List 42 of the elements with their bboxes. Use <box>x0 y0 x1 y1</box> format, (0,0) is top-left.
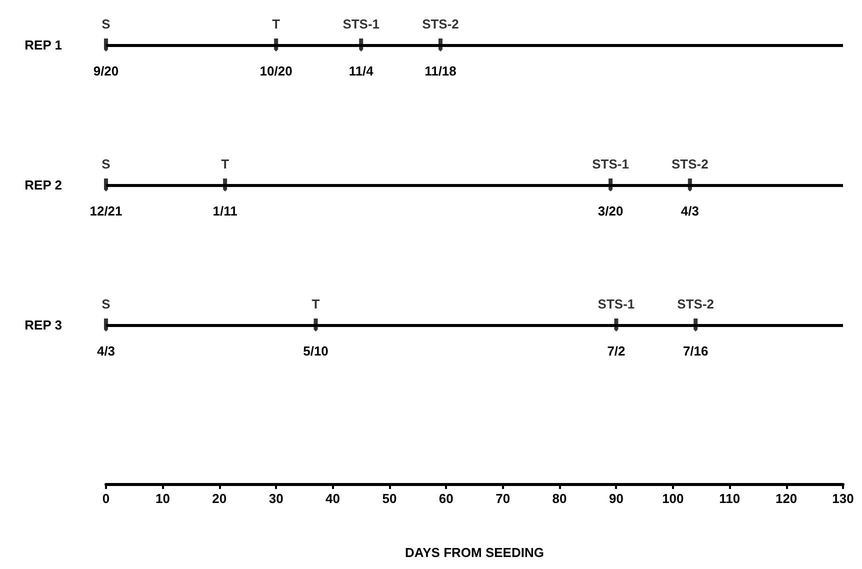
x-tick-label: 130 <box>832 491 854 506</box>
x-tick-label: 110 <box>719 491 740 506</box>
text: S <box>102 296 110 312</box>
x-tick-label: 0 <box>102 491 110 506</box>
annotation: 12/21 <box>90 204 122 218</box>
x-tick-label: 120 <box>775 491 798 506</box>
annotation: 3/20 <box>598 204 624 218</box>
text: T <box>312 296 320 312</box>
x-tick-label: 30 <box>268 491 284 506</box>
series-label: STS-2 <box>422 16 459 32</box>
annotation: 4/3 <box>680 204 699 218</box>
annotation: 7/16 <box>682 344 708 358</box>
x-tick-label: 10 <box>155 491 170 506</box>
annotation: 11/18 <box>424 64 456 78</box>
text: STS-2 <box>677 296 714 312</box>
y-tick-label: REP 2 <box>24 178 62 192</box>
x-tick-label: 100 <box>662 491 684 506</box>
text: STS-1 <box>598 296 635 312</box>
x-tick-label: 20 <box>212 491 227 506</box>
x-tick-label: 70 <box>496 491 510 506</box>
x-tick-label: 90 <box>608 491 624 506</box>
text: STS-2 <box>672 156 708 172</box>
text: S <box>102 156 110 172</box>
annotation: 5/10 <box>303 344 328 358</box>
annotation: 4/3 <box>96 344 116 358</box>
series-label: S <box>102 16 111 32</box>
y-tick-label: REP 1 <box>24 38 62 52</box>
text: STS-1 <box>592 156 629 172</box>
series-label: T <box>272 16 280 32</box>
text: T <box>221 156 230 172</box>
annotation: 10/20 <box>260 64 292 78</box>
y-tick-label: REP 3 <box>24 318 62 332</box>
annotation: 1/11 <box>212 204 238 218</box>
series-label: STS-1 <box>342 16 380 32</box>
x-axis-title: DAYS FROM SEEDING <box>405 545 544 560</box>
x-tick-label: 50 <box>382 491 397 506</box>
annotation: 9/20 <box>93 64 119 78</box>
x-tick-label: 80 <box>552 491 567 506</box>
annotation: 7/2 <box>607 344 626 358</box>
x-tick-label: 40 <box>326 491 340 506</box>
x-tick-label: 60 <box>438 491 454 506</box>
annotation: 11/4 <box>348 64 374 78</box>
